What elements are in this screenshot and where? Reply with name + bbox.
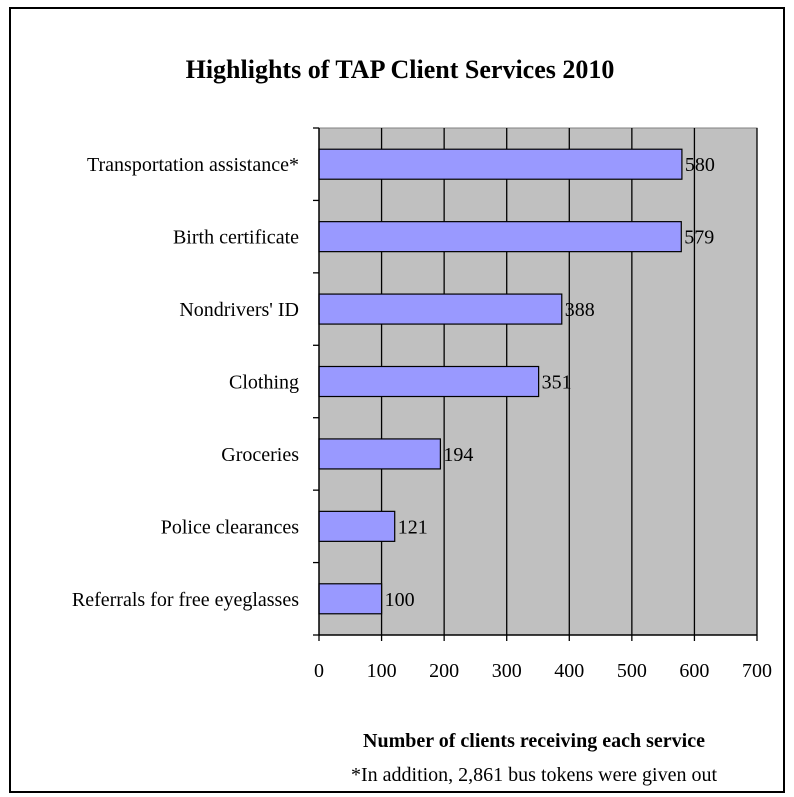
x-tick-label: 200 [429, 660, 459, 682]
x-tick-label: 500 [617, 660, 647, 682]
value-label: 100 [385, 589, 415, 611]
bar [318, 438, 441, 470]
x-tick-label: 300 [492, 660, 522, 682]
labels: 0 100 200 300 400 500 600 700 580 Transportation … [72, 154, 772, 682]
value-label: 194 [443, 444, 473, 466]
x-tick-label: 100 [367, 660, 397, 682]
chart-frame [9, 7, 785, 793]
category-label: Clothing [229, 372, 299, 394]
category-label: Groceries [221, 444, 299, 466]
value-label: 121 [398, 516, 428, 538]
footnote: *In addition, 2,861 bus tokens were give… [351, 764, 717, 786]
x-tick-label: 600 [679, 660, 709, 682]
bar [318, 148, 683, 180]
x-tick-label: 0 [314, 660, 324, 682]
category-label: Transportation assistance* [87, 154, 299, 176]
category-label: Referrals for free eyeglasses [72, 589, 299, 611]
chart-title: Highlights of TAP Client Services 2010 [186, 55, 615, 84]
x-axis-title: Number of clients receiving each service [363, 730, 705, 752]
x-tick-label: 700 [742, 660, 772, 682]
category-label: Nondrivers' ID [179, 299, 299, 321]
category-label: Police clearances [161, 516, 299, 538]
category-label: Birth certificate [173, 227, 299, 249]
bar [318, 510, 396, 542]
value-label: 351 [542, 372, 572, 394]
value-label: 388 [565, 299, 595, 321]
bar [318, 221, 682, 253]
value-label: 579 [684, 227, 714, 249]
axes [313, 127, 758, 641]
bars [318, 148, 683, 615]
value-label: 580 [685, 154, 715, 176]
bar [318, 293, 563, 325]
x-tick-label: 400 [554, 660, 584, 682]
bar [318, 365, 540, 398]
bar [318, 583, 383, 615]
